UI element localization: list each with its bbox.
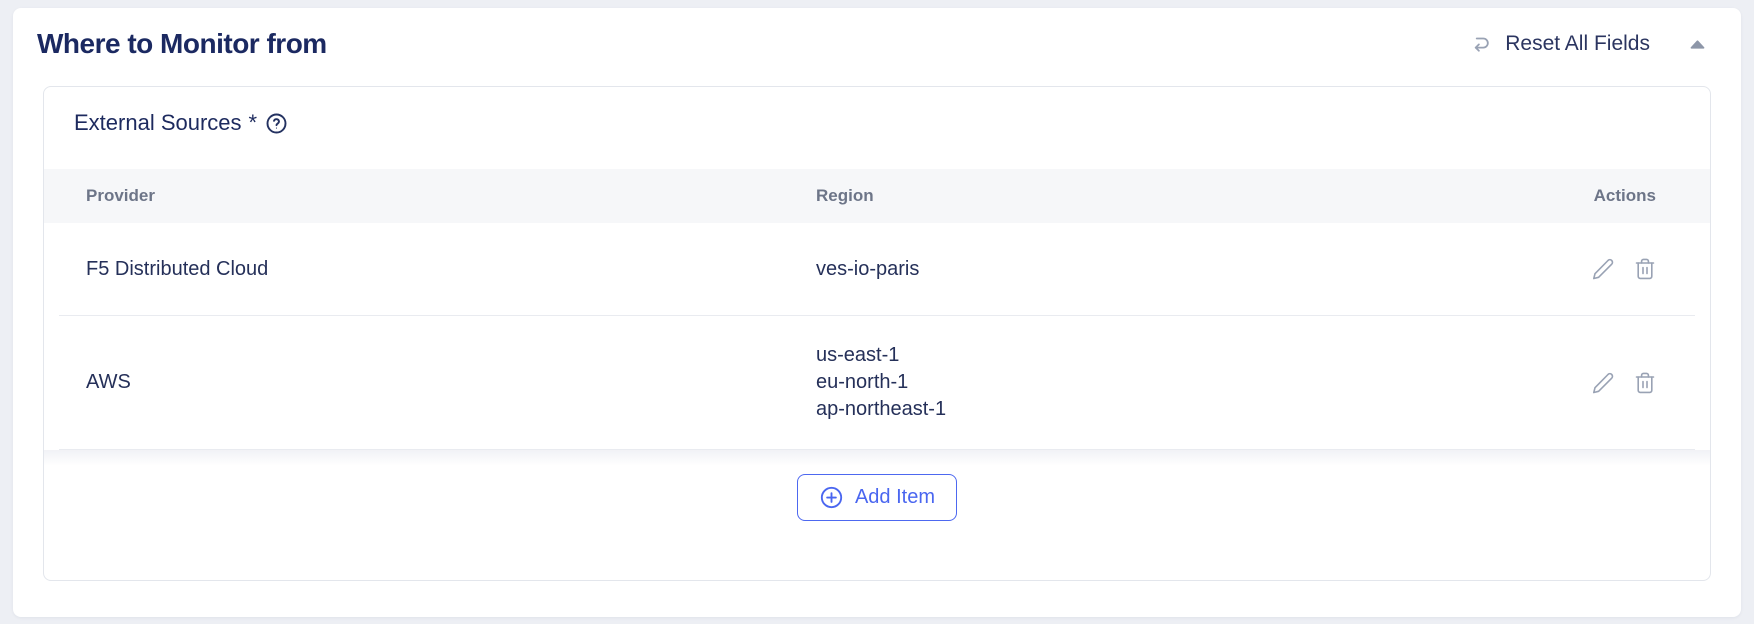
actions-cell xyxy=(1591,371,1657,395)
add-item-button[interactable]: Add Item xyxy=(796,474,958,521)
where-to-monitor-card: Where to Monitor from Reset All Fields xyxy=(13,8,1741,617)
help-icon xyxy=(265,112,288,135)
actions-cell xyxy=(1591,257,1657,281)
add-item-label: Add Item xyxy=(854,486,936,508)
region-value: ap-northeast-1 xyxy=(816,398,947,420)
provider-cell: AWS xyxy=(86,371,131,393)
edit-row-button[interactable] xyxy=(1591,257,1615,281)
reset-all-fields-label: Reset All Fields xyxy=(1505,32,1650,55)
header-region: Region xyxy=(816,186,874,205)
region-value: us-east-1 xyxy=(816,344,900,366)
header-provider: Provider xyxy=(86,186,155,205)
region-value: eu-north-1 xyxy=(816,371,909,393)
provider-cell: F5 Distributed Cloud xyxy=(86,257,269,280)
undo-icon xyxy=(1467,32,1494,56)
region-cell: ves-io-paris xyxy=(816,256,1591,283)
external-sources-panel: External Sources * Provider Region Actio… xyxy=(43,86,1711,581)
table-row: F5 Distributed Cloud ves-io-paris xyxy=(59,223,1695,316)
trash-icon xyxy=(1633,257,1657,281)
delete-row-button[interactable] xyxy=(1633,257,1657,281)
table-footer: Add Item xyxy=(44,450,1710,521)
table-header-row: Provider Region Actions xyxy=(44,169,1710,223)
help-tooltip-button[interactable] xyxy=(265,112,288,135)
panel-title: External Sources xyxy=(74,110,242,135)
pencil-icon xyxy=(1591,371,1615,395)
trash-icon xyxy=(1633,371,1657,395)
delete-row-button[interactable] xyxy=(1633,371,1657,395)
region-value: ves-io-paris xyxy=(816,257,920,280)
collapse-section-button[interactable] xyxy=(1686,36,1709,53)
panel-title-row: External Sources * xyxy=(44,87,1710,169)
card-header: Where to Monitor from Reset All Fields xyxy=(13,28,1741,60)
section-title: Where to Monitor from xyxy=(37,28,327,59)
table-row: AWS us-east-1 eu-north-1 ap-northeast-1 xyxy=(59,316,1695,450)
required-marker: * xyxy=(248,110,258,135)
chevron-up-icon xyxy=(1690,39,1705,49)
reset-all-fields-button[interactable]: Reset All Fields xyxy=(1465,30,1652,58)
header-actions: Actions xyxy=(1593,186,1656,205)
header-actions: Reset All Fields xyxy=(1465,30,1709,58)
region-cell: us-east-1 eu-north-1 ap-northeast-1 xyxy=(816,342,1591,423)
plus-circle-icon xyxy=(819,485,844,510)
pencil-icon xyxy=(1591,257,1615,281)
edit-row-button[interactable] xyxy=(1591,371,1615,395)
